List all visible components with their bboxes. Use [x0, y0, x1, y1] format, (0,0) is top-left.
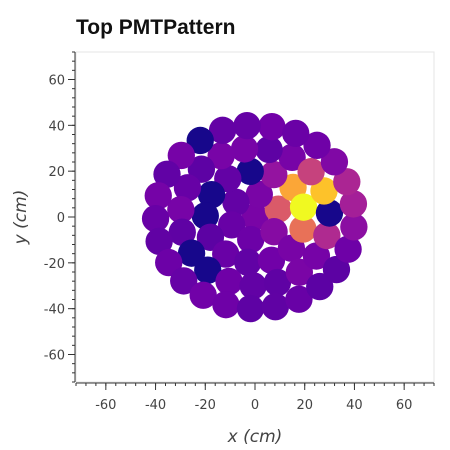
x-tick-label: 60	[396, 398, 413, 413]
pmt-marker	[215, 268, 242, 295]
x-tick-label: -60	[95, 398, 116, 413]
y-tick-label: 0	[57, 211, 65, 226]
y-tick-label: 40	[48, 119, 65, 134]
pmt-marker	[282, 120, 309, 147]
y-tick-label: -60	[44, 349, 65, 364]
pmt-marker	[233, 112, 260, 139]
y-axis-label: y (cm)	[11, 190, 31, 246]
y-tick-label: 60	[48, 74, 65, 89]
y-tick-label: -40	[44, 303, 65, 318]
x-tick-label: 0	[251, 398, 259, 413]
pmt-marker	[231, 135, 258, 162]
x-tick-label: 40	[346, 398, 363, 413]
x-axis-label: x (cm)	[227, 427, 283, 447]
pmt-marker	[262, 293, 289, 320]
x-tick-label: -20	[195, 398, 216, 413]
pmt-marker	[297, 158, 324, 185]
pmt-marker	[222, 189, 249, 216]
pmt-marker	[237, 295, 264, 322]
pmt-marker	[212, 291, 239, 318]
pmt-marker	[258, 113, 285, 140]
x-tick-label: -40	[145, 398, 166, 413]
y-tick-label: -20	[44, 257, 65, 272]
y-tick-label: 20	[48, 165, 65, 180]
x-tick-label: 20	[296, 398, 313, 413]
